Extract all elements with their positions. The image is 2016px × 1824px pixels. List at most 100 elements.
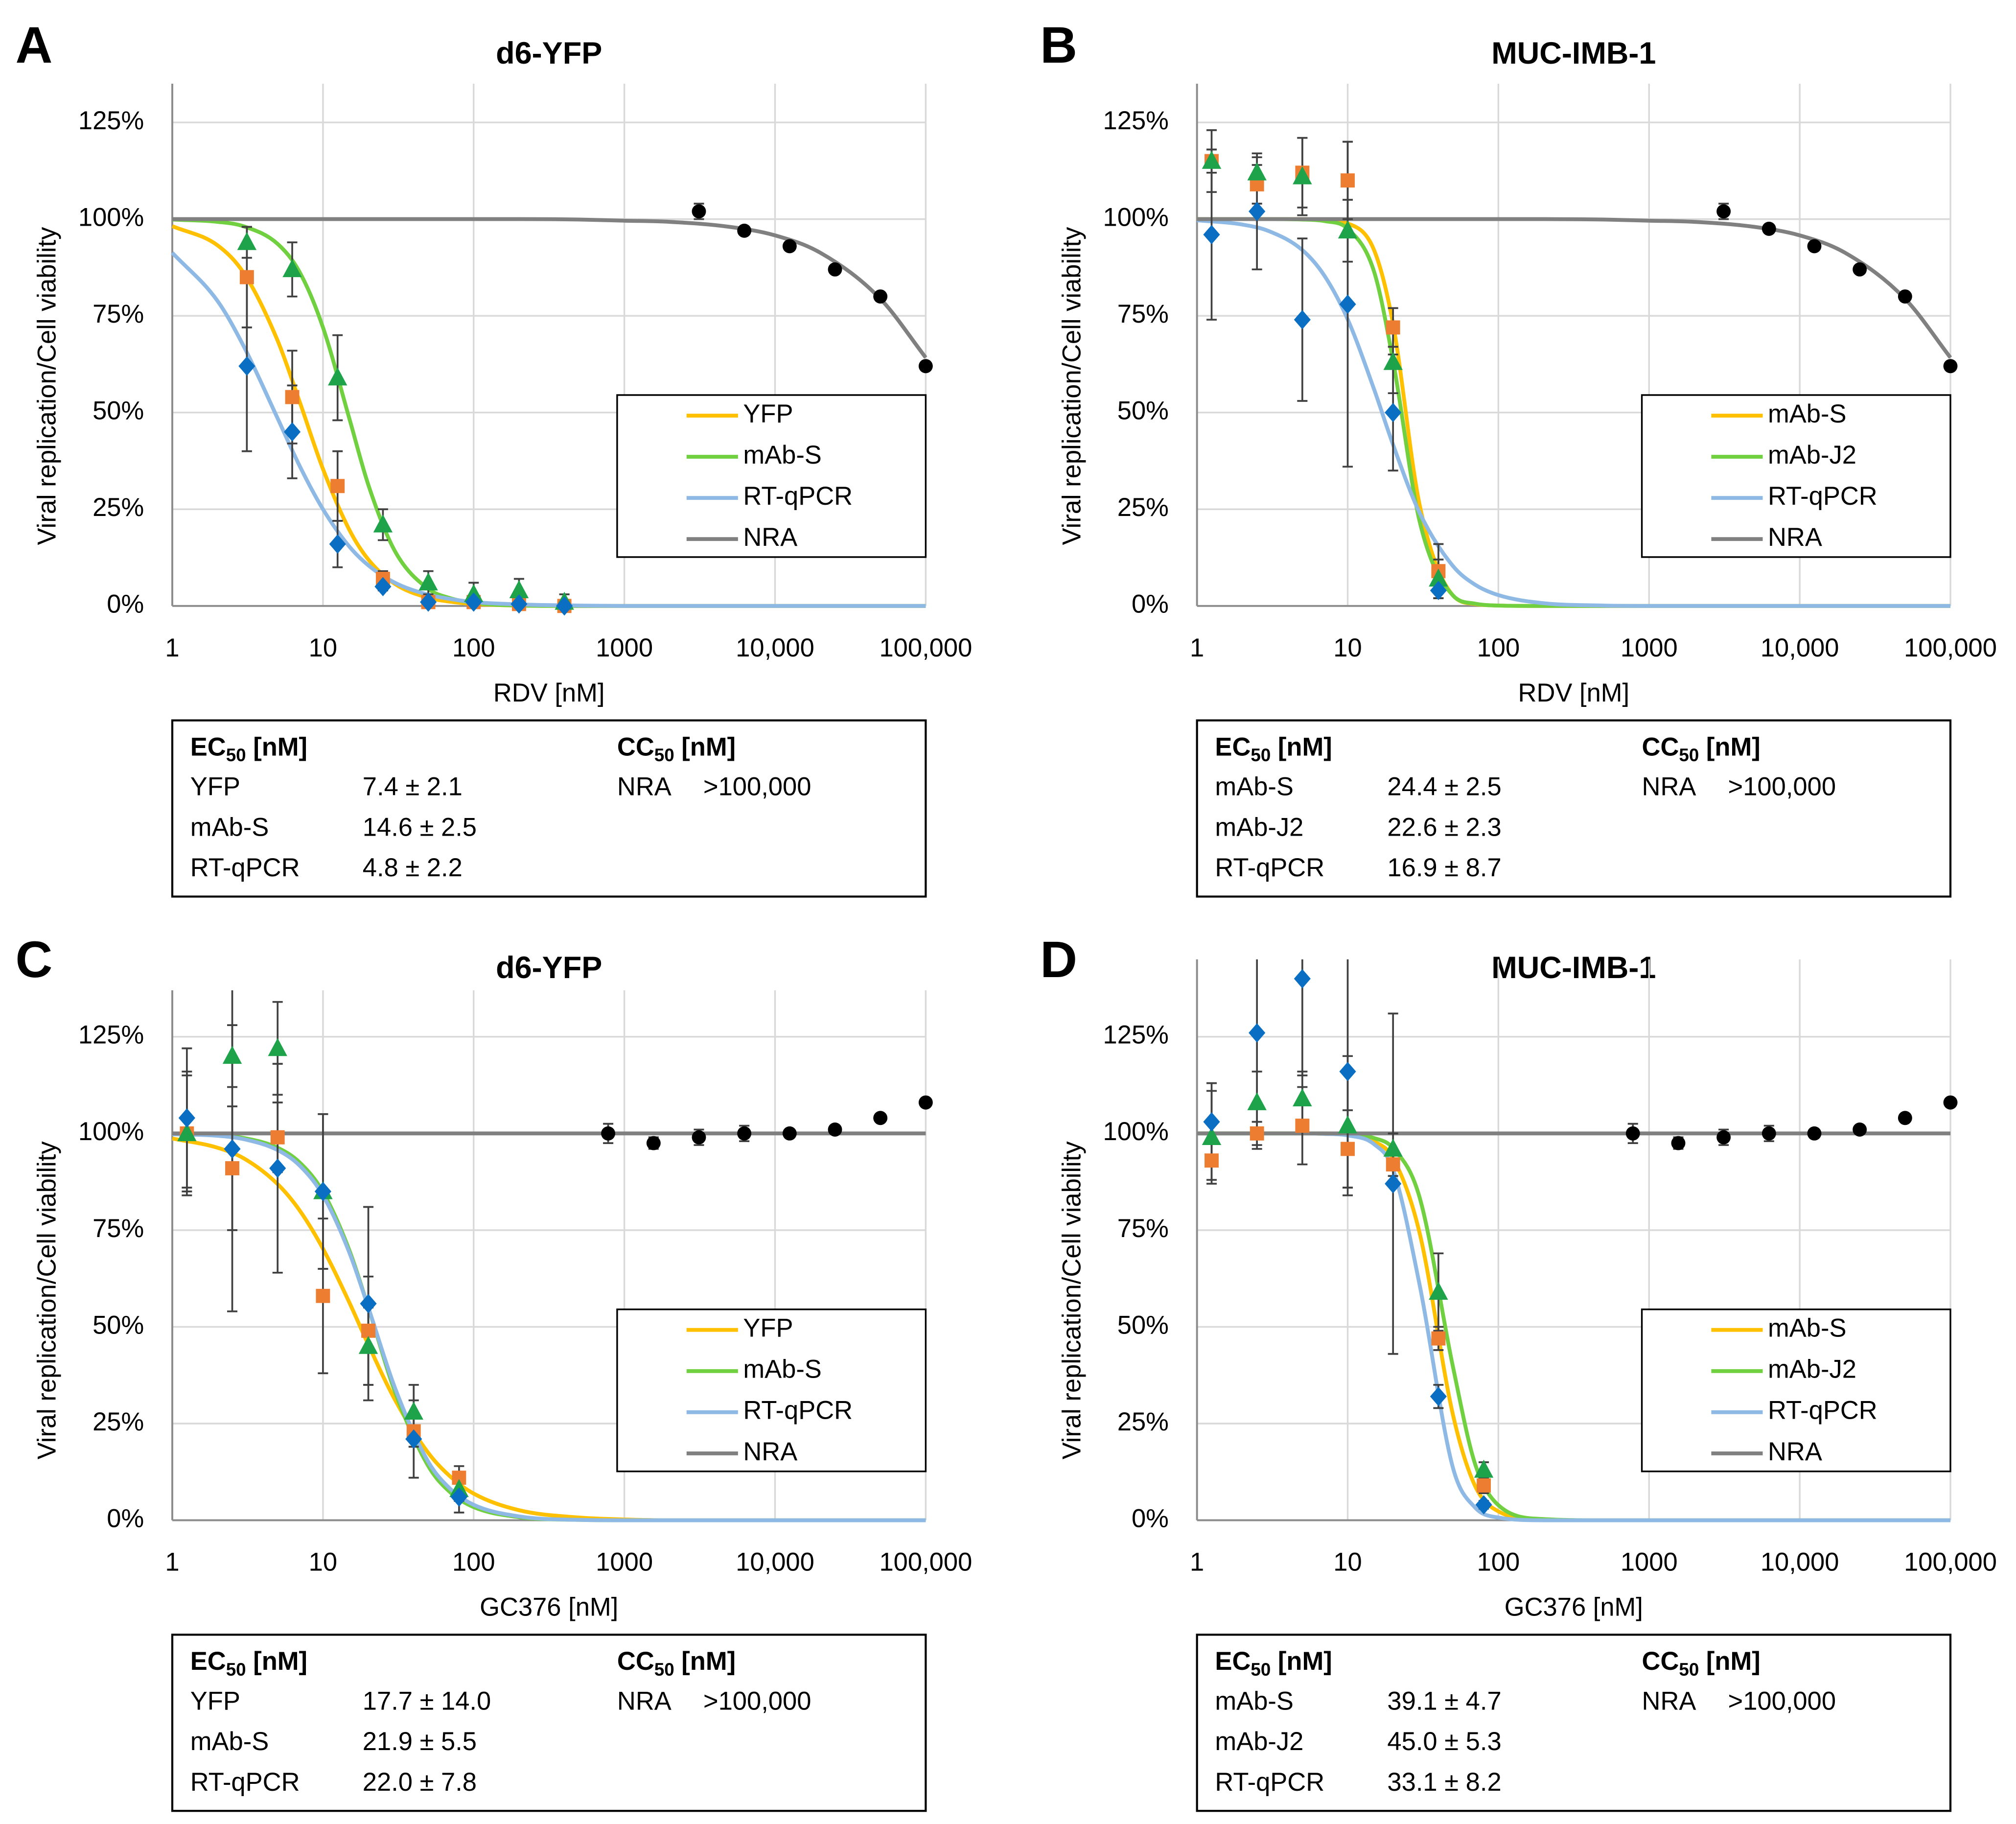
data-point [1339,1062,1356,1081]
legend-box [1641,1309,1951,1473]
data-point [1203,1112,1220,1132]
table-box [171,1634,927,1812]
table-label: NRA [1642,1686,1696,1715]
table-label: mAb-S [1215,772,1294,801]
y-tick-label: 50% [1117,1310,1169,1339]
data-point [510,594,528,614]
plot-area [1197,959,1958,1522]
x-tick-label: 10,000 [736,633,814,662]
data-point [268,1038,287,1056]
y-tick-label: 25% [93,1407,144,1436]
data-point [1853,262,1867,277]
data-point [405,1429,422,1449]
x-tick-label: 10 [309,633,337,662]
table-header-part: [nM] [246,1647,307,1676]
data-point [360,1294,377,1313]
panel-letter: C [16,931,53,988]
data-point [1247,162,1267,181]
data-point [283,422,301,442]
y-tick-label: 25% [1117,493,1169,522]
table-header-part: [nM] [1271,732,1332,761]
table-value: 14.6 ± 2.5 [363,813,477,842]
table-value: 21.9 ± 5.5 [363,1727,477,1756]
data-point [1341,1142,1355,1156]
data-point [692,1130,706,1145]
data-point [1249,1023,1266,1043]
panel-letter: A [16,17,53,74]
data-point [601,1126,616,1141]
table-header-part: 50 [1251,1660,1271,1680]
data-point [1250,1126,1264,1141]
x-tick-label: 1000 [596,1548,653,1577]
table-value: 22.6 ± 2.3 [1387,813,1501,842]
y-tick-label: 0% [107,590,144,619]
y-axis-label: Viral replication/Cell viability [33,1141,62,1460]
data-point [1430,1386,1447,1406]
legend-box [1641,394,1951,558]
y-tick-label: 50% [1117,397,1169,425]
y-tick-label: 25% [1117,1407,1169,1436]
table-header-part: CC [1642,1647,1679,1676]
y-tick-label: 50% [93,1310,144,1339]
data-point [330,479,345,493]
table-label: RT-qPCR [1215,1768,1324,1797]
y-tick-label: 0% [1132,590,1169,619]
chart-panel: B MUC-IMB-1 0% 25% 50% 75% 100% 125% 1 10 100 1000 1… [1040,17,1997,898]
data-point [465,592,482,612]
legend-label: mAb-S [743,441,822,469]
data-point [1293,1088,1312,1107]
table-label: RT-qPCR [1215,853,1324,882]
data-point [918,359,933,374]
table-header-part: EC [190,1647,226,1676]
y-tick-label: 75% [1117,1214,1169,1243]
x-tick-label: 100,000 [879,633,972,662]
fit-curve [1197,217,1952,359]
table-header-part: 50 [1679,1660,1699,1680]
table-value: >100,000 [703,1686,811,1715]
data-point [1898,1111,1912,1125]
x-tick-label: 1000 [1621,633,1678,662]
data-point [1202,151,1222,169]
legend-box [616,394,927,558]
data-point [1341,173,1355,188]
data-point [270,1130,285,1145]
data-point [238,356,255,376]
chart-title: d6-YFP [496,951,602,985]
table-label: NRA [1642,772,1696,801]
data-point [1295,1119,1310,1133]
data-point [1429,1282,1448,1300]
legend: mAb-S mAb-J2 RT-qPCR NRA [1641,1309,1951,1473]
data-point [225,1161,239,1175]
data-point [1205,1153,1219,1168]
data-point [237,232,257,250]
x-tick-label: 10,000 [736,1548,814,1577]
table-box [1196,1634,1952,1812]
data-point [420,592,437,612]
data-point [737,1126,752,1141]
y-tick-label: 75% [93,1214,144,1243]
table-value: 45.0 ± 5.3 [1387,1727,1501,1756]
data-point [1429,568,1448,587]
table-value: 16.9 ± 8.7 [1387,853,1501,882]
data-point [1671,1136,1686,1150]
table-header-part: [nM] [1699,1647,1760,1676]
plot-area [1197,129,1958,608]
y-axis-label: Viral replication/Cell viability [33,227,62,545]
table-label: mAb-S [1215,1686,1294,1715]
table-header-part: [nM] [1271,1647,1332,1676]
data-point [373,514,393,533]
table-header: CC50 [nM] [617,1647,736,1680]
table-header-part: [nM] [246,732,307,761]
legend-label: YFP [743,1314,793,1343]
plot-area [171,203,933,616]
table-header: CC50 [nM] [617,732,736,765]
data-point [239,270,254,284]
data-point [1477,1478,1491,1493]
data-point [1943,359,1958,374]
table-label: YFP [190,1686,240,1715]
y-tick-label: 25% [93,493,144,522]
legend: YFP mAb-S RT-qPCR NRA [616,1309,927,1473]
